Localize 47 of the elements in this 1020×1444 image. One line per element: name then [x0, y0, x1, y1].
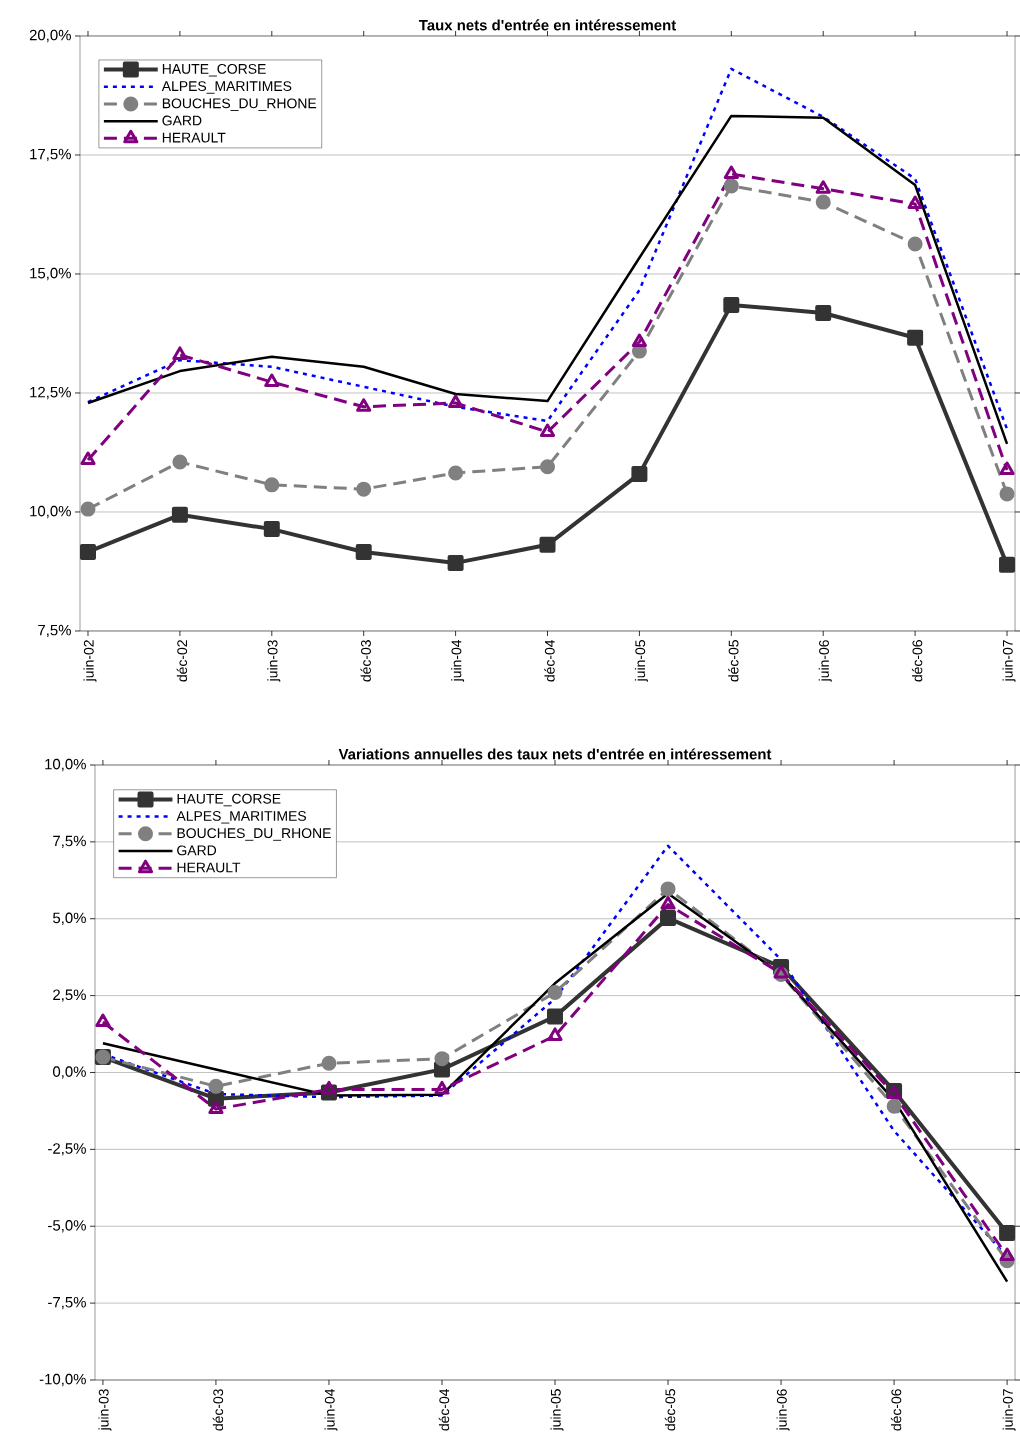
- y-tick-label: 12,5%: [30, 386, 71, 400]
- x-tick-label: juin-02: [83, 640, 97, 682]
- chart-title: Variations annuelles des taux nets d'entrée en intéressement: [338, 748, 772, 760]
- x-tick-label: déc-02: [176, 640, 187, 682]
- legend-label: ALPES_MARITIMES: [161, 81, 292, 94]
- legend-label: BOUCHES_DU_RHONE: [162, 98, 316, 111]
- x-tick-label: juin-03: [267, 640, 281, 682]
- legend-label: HAUTE_CORSE: [177, 793, 281, 807]
- x-tick-label: juin-05: [550, 1389, 564, 1431]
- y-tick-label: 7,5%: [52, 835, 86, 848]
- legend-label: GARD: [176, 845, 216, 856]
- y-tick-label: -5,0%: [47, 1220, 86, 1233]
- legend-label: ALPES_MARITIMES: [176, 810, 306, 824]
- y-tick-label: 10,0%: [30, 505, 71, 519]
- y-tick-label: 20,0%: [29, 29, 71, 43]
- y-tick-label: -10,0%: [39, 1373, 86, 1387]
- x-tick-label: juin-07: [1002, 640, 1016, 682]
- x-tick-label: juin-06: [818, 640, 832, 682]
- x-tick-label: déc-03: [360, 640, 371, 682]
- y-tick-label: 5,0%: [52, 912, 86, 925]
- y-tick-label: 15,0%: [30, 267, 71, 281]
- chart-title: Taux nets d'entrée en intéressement: [418, 19, 676, 31]
- x-tick-label: déc-04: [438, 1388, 449, 1431]
- y-tick-label: -2,5%: [47, 1143, 86, 1156]
- legend-label: BOUCHES_DU_RHONE: [177, 828, 331, 841]
- x-tick-label: juin-04: [324, 1388, 338, 1431]
- y-tick-label: 17,5%: [30, 148, 71, 162]
- y-tick-label: -7,5%: [47, 1296, 86, 1310]
- y-tick-label: 0,0%: [52, 1066, 86, 1079]
- x-tick-label: juin-05: [634, 640, 648, 682]
- x-tick-label: déc-05: [664, 1389, 676, 1431]
- x-tick-label: juin-04: [450, 639, 464, 682]
- legend-label: HERAULT: [177, 862, 240, 873]
- y-tick-label: 2,5%: [52, 989, 86, 1002]
- x-tick-label: déc-03: [212, 1389, 223, 1431]
- x-tick-label: déc-04: [544, 639, 555, 682]
- legend-label: HERAULT: [162, 132, 226, 143]
- x-tick-label: déc-06: [911, 640, 923, 682]
- x-tick-label: juin-03: [98, 1389, 112, 1431]
- y-tick-label: 7,5%: [37, 624, 71, 638]
- y-tick-label: 10,0%: [45, 758, 86, 772]
- x-tick-label: déc-06: [890, 1389, 902, 1431]
- x-tick-label: juin-06: [776, 1389, 790, 1431]
- x-tick-label: juin-07: [1002, 1389, 1016, 1431]
- x-tick-label: déc-05: [727, 640, 739, 682]
- legend-label: HAUTE_CORSE: [162, 63, 266, 77]
- legend-label: GARD: [162, 115, 202, 126]
